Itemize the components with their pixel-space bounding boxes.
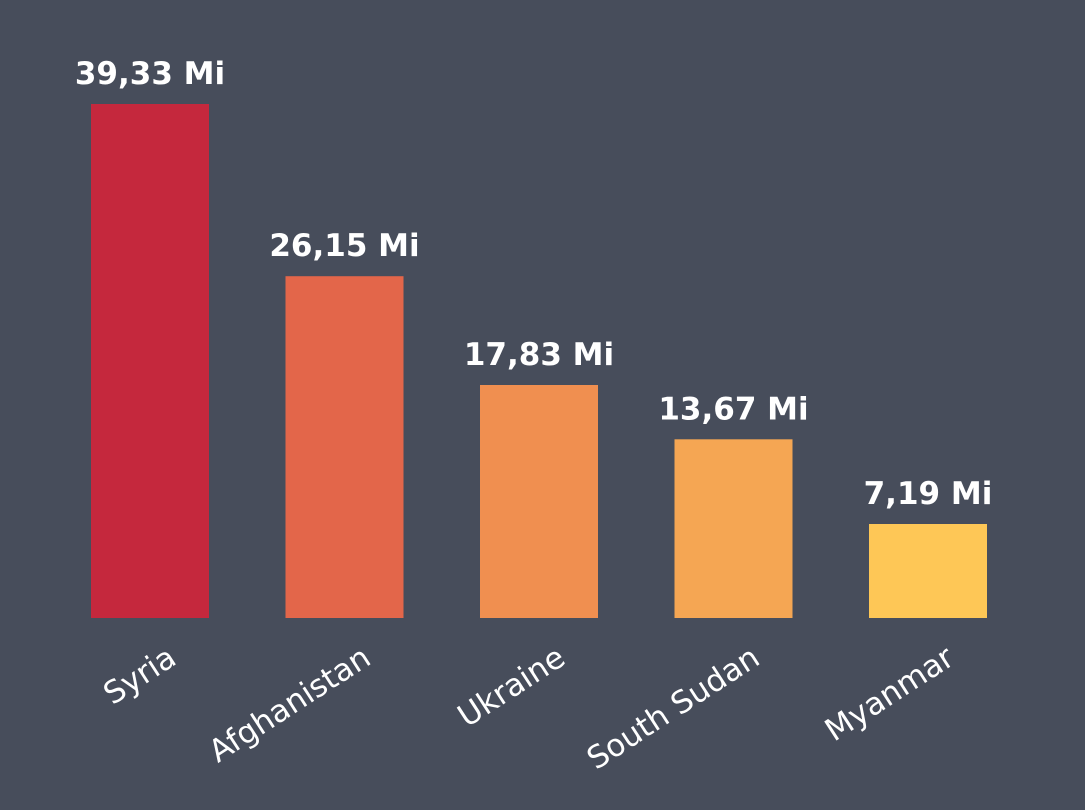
category-label-south-sudan: South Sudan (581, 639, 766, 777)
value-label-ukraine: 17,83 Mi (464, 337, 614, 373)
category-label-syria: Syria (97, 639, 182, 712)
category-label-myanmar: Myanmar (819, 639, 961, 749)
category-label-ukraine: Ukraine (452, 639, 572, 734)
bars-group (91, 104, 987, 618)
bar-afghanistan[interactable] (285, 276, 404, 618)
category-labels-group: Syria Afghanistan Ukraine South Sudan Myanma… (97, 639, 961, 777)
value-labels-group: 39,33 Mi 26,15 Mi 17,83 Mi 13,67 Mi 7,19 Mi (75, 56, 993, 512)
value-label-myanmar: 7,19 Mi (864, 476, 993, 512)
bar-myanmar[interactable] (869, 524, 987, 618)
bar-south-sudan[interactable] (674, 439, 793, 618)
bar-syria[interactable] (91, 104, 209, 618)
bar-ukraine[interactable] (480, 385, 598, 618)
category-label-afghanistan: Afghanistan (203, 639, 377, 770)
value-label-south-sudan: 13,67 Mi (658, 391, 808, 427)
value-label-syria: 39,33 Mi (75, 56, 225, 92)
value-label-afghanistan: 26,15 Mi (269, 228, 419, 264)
